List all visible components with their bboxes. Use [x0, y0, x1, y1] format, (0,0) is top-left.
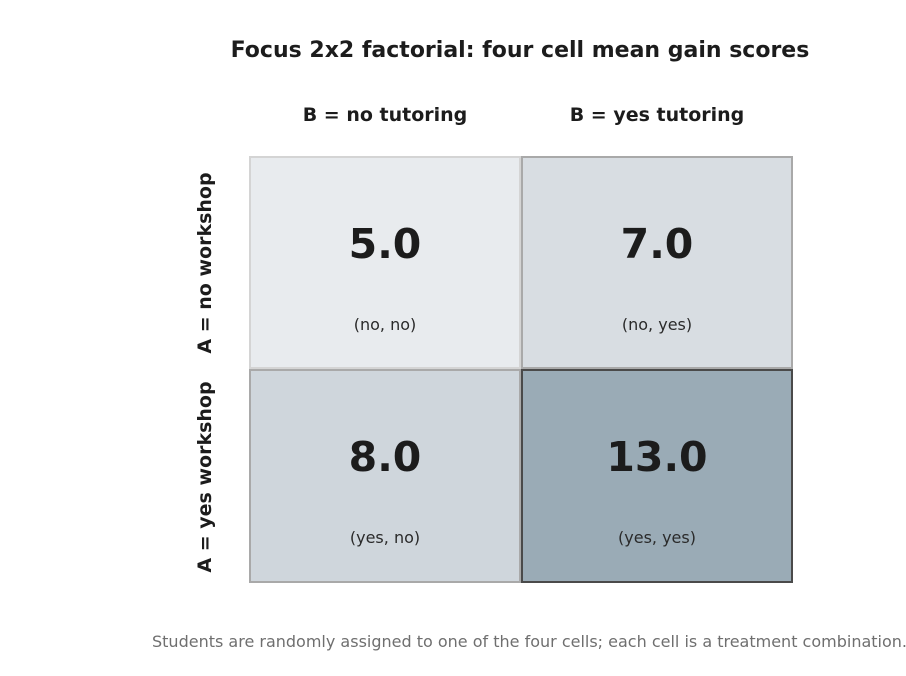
- cell-mean-value: 13.0: [606, 433, 708, 481]
- diagram-title: Focus 2x2 factorial: four cell mean gain…: [230, 38, 810, 63]
- cell-yes-workshop-no-tutoring: 8.0 (yes, no): [249, 369, 521, 583]
- cell-combination-label: (no, yes): [621, 315, 693, 334]
- row-header-yes-workshop: A = yes workshop: [194, 381, 216, 573]
- cell-no-workshop-yes-tutoring: 7.0 (no, yes): [521, 156, 793, 369]
- column-header-no-tutoring: B = no tutoring: [302, 104, 468, 126]
- cell-no-workshop-no-tutoring: 5.0 (no, no): [249, 156, 521, 369]
- cell-combination-label: (yes, yes): [618, 528, 696, 547]
- cell-mean-value: 8.0: [348, 433, 422, 481]
- cell-mean-value: 7.0: [620, 220, 694, 268]
- cell-combination-label: (yes, no): [349, 528, 421, 547]
- footnote: Students are randomly assigned to one of…: [152, 632, 906, 651]
- column-header-yes-tutoring: B = yes tutoring: [569, 104, 745, 126]
- row-header-no-workshop: A = no workshop: [194, 172, 216, 354]
- cell-combination-label: (no, no): [353, 315, 417, 334]
- cell-mean-value: 5.0: [348, 220, 422, 268]
- cell-yes-workshop-yes-tutoring: 13.0 (yes, yes): [521, 369, 793, 583]
